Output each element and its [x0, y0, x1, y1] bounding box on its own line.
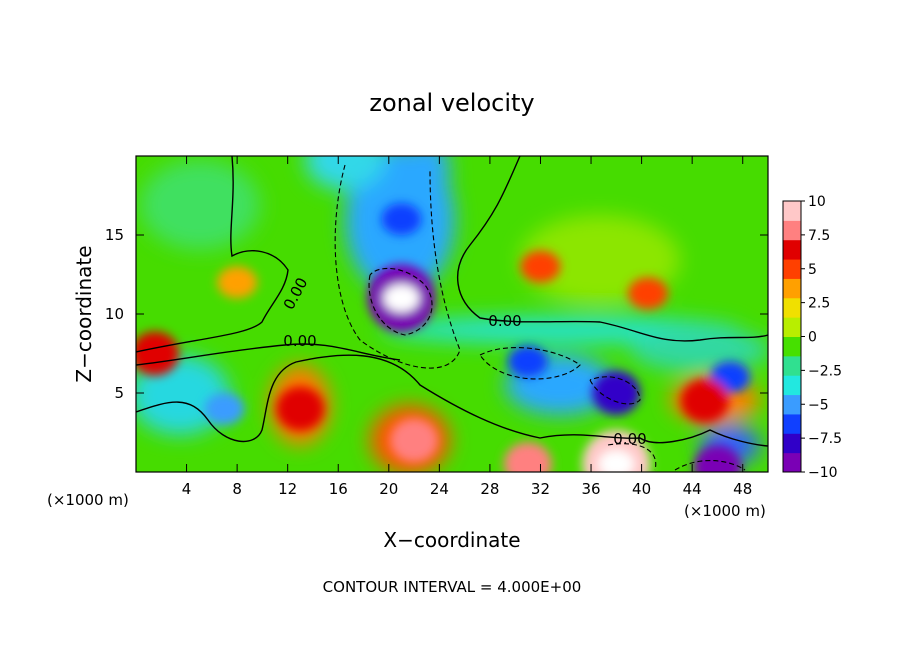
field-feature: [507, 345, 548, 378]
colorbar-swatch: [783, 201, 801, 221]
plot-area: [136, 156, 768, 472]
colorbar-swatch: [783, 433, 801, 454]
x-tick-label: 44: [683, 480, 702, 498]
x-tick-label: 8: [232, 480, 242, 498]
colorbar-tick-label: −7.5: [808, 431, 842, 447]
contour-line-negative: [674, 459, 746, 471]
colorbar-swatch: [783, 375, 801, 396]
x-tick-label: 48: [733, 480, 752, 498]
contour-line: [136, 343, 401, 366]
colorbar-swatch: [783, 394, 801, 415]
contour-interval-note: CONTOUR INTERVAL = 4.000E+00: [323, 578, 582, 596]
field-feature: [503, 442, 552, 472]
colorbar-tick-label: −5: [808, 397, 829, 413]
x-tick-label: 28: [480, 480, 499, 498]
field-feature: [136, 331, 179, 376]
x-tick-label: 40: [632, 480, 651, 498]
colorbar-tick-label: 10: [808, 194, 826, 210]
colorbar-tick-label: −10: [808, 465, 838, 481]
field-feature: [520, 250, 561, 283]
y-tick-label: 10: [105, 305, 124, 323]
x-unit-right: (×1000 m): [684, 502, 766, 520]
field-blob: [305, 156, 385, 190]
x-axis-label: X−coordinate: [383, 528, 520, 552]
field-feature: [693, 445, 742, 472]
field-feature: [204, 392, 245, 425]
colorbar-swatch: [783, 239, 801, 260]
colorbar-tick-label: 0: [808, 330, 817, 346]
negative-contours: [334, 164, 746, 471]
chart-title: zonal velocity: [369, 89, 534, 117]
colorbar-tick-label: 5: [808, 262, 817, 278]
contour-label: 0.00: [488, 312, 521, 330]
x-tick-label: 36: [581, 480, 600, 498]
x-tick-label: 12: [278, 480, 297, 498]
field-feature: [627, 277, 668, 310]
y-tick-label: 5: [114, 384, 124, 402]
contour-line-negative: [368, 267, 433, 336]
x-tick-label: 16: [329, 480, 348, 498]
field-feature: [383, 284, 420, 313]
contour-label: 0.00: [283, 332, 316, 350]
x-tick-label: 24: [430, 480, 449, 498]
colorbar-swatch: [783, 413, 801, 434]
x-tick-label: 32: [531, 480, 550, 498]
x-tick-label: 20: [379, 480, 398, 498]
field-feature: [390, 418, 439, 463]
colorbar: 10 7.5 5 2.5 0 −2.5 −5 −7.5 −10: [782, 194, 842, 481]
colorbar-swatch: [783, 317, 801, 337]
field-feature: [217, 266, 258, 299]
field-blob: [630, 328, 768, 372]
contour-line: [136, 156, 289, 353]
field-blob: [410, 156, 450, 200]
colorbar-swatch: [783, 220, 801, 241]
colorbar-swatch: [783, 452, 801, 473]
field-feature: [680, 378, 729, 423]
colorbar-swatch: [783, 259, 801, 279]
field-feature: [592, 371, 641, 415]
contour-line: [136, 354, 768, 447]
colorbar-tick-label: 2.5: [808, 296, 830, 312]
colorbar-swatch: [783, 297, 801, 318]
zero-contours: [136, 156, 768, 447]
field-blob: [140, 160, 260, 250]
x-unit-left: (×1000 m): [47, 491, 129, 509]
contour-label: 0.00: [613, 430, 646, 448]
contour-line: [456, 156, 768, 342]
field-feature: [381, 203, 422, 236]
field-feature: [598, 450, 635, 472]
colorbar-swatch: [783, 336, 801, 357]
y-axis-label: Z−coordinate: [72, 245, 96, 382]
contour-line-negative: [607, 443, 657, 471]
colorbar-swatch: [783, 355, 801, 376]
field-features: [136, 203, 751, 472]
contour-line-negative: [334, 164, 461, 369]
colorbar-tick-label: 7.5: [808, 228, 830, 244]
y-tick-label: 15: [105, 226, 124, 244]
colorbar-swatch: [783, 278, 801, 299]
colorbar-tick-label: −2.5: [808, 363, 842, 379]
contour-line-negative: [589, 376, 641, 405]
x-tick-label: 4: [182, 480, 192, 498]
field-feature: [276, 386, 325, 431]
contour-line-negative: [479, 347, 581, 380]
